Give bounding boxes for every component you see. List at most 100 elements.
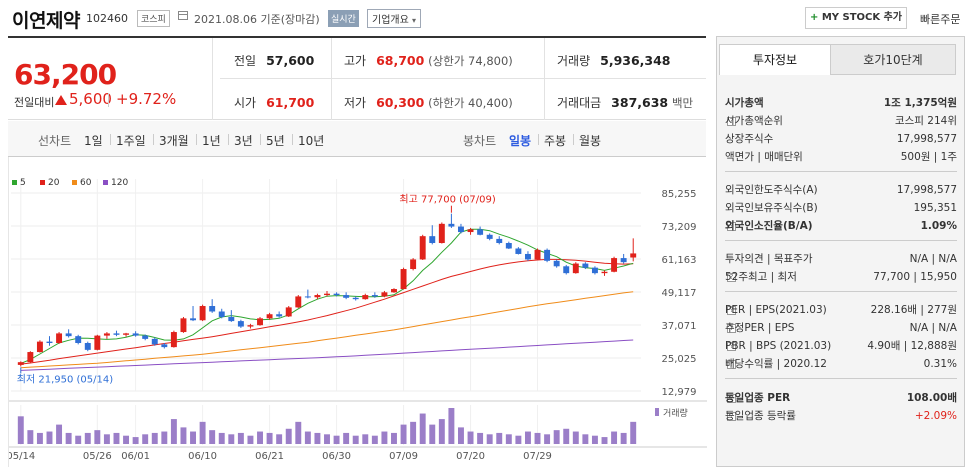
candle-body (505, 243, 512, 249)
invest-row-value: 77,700 | 15,950 (873, 271, 957, 283)
candle-body (132, 333, 139, 336)
help-icon[interactable]: ? (727, 272, 736, 282)
stock-name: 이연제약 (12, 10, 80, 32)
invest-row-value: 1조 1,375억원 (883, 97, 957, 109)
candle-body (611, 258, 618, 272)
candle-body (209, 306, 216, 312)
legend-swatch (40, 180, 45, 185)
stat-low: 저가 60,300 (하한가 40,400) (344, 95, 513, 110)
invest-row-label: 배당수익률 | 2020.12 (725, 358, 827, 370)
chevron-down-icon: ▾ (412, 16, 417, 25)
help-icon[interactable]: ? (727, 393, 736, 403)
candle-body (400, 269, 407, 290)
volume-bar (46, 431, 53, 444)
volume-bar (36, 432, 43, 444)
tab-period-1y[interactable]: 1년 (202, 134, 221, 148)
volume-bar (486, 434, 493, 444)
candle-body (515, 248, 522, 254)
invest-row-label: 시가총액순위 (725, 115, 783, 127)
help-icon[interactable]: ? (727, 305, 736, 315)
candle-body (36, 341, 43, 353)
candle-chart-label[interactable]: 봉차트 (463, 134, 497, 148)
candle-body (333, 293, 340, 296)
legend-swatch (72, 180, 77, 185)
x-tick-label: 05/14 (9, 451, 35, 462)
candle-body (343, 295, 350, 298)
help-icon[interactable]: ? (727, 221, 736, 231)
invest-row-value: 500원 | 1주 (900, 151, 957, 163)
candle-body (94, 335, 101, 350)
my-stock-add-button[interactable]: + MY STOCK 추가 (805, 7, 907, 29)
current-price: 63,200 (14, 58, 117, 91)
invest-row-value: 195,351 (913, 202, 957, 214)
tab-period-10y[interactable]: 10년 (298, 134, 325, 148)
candle-body (142, 335, 149, 339)
volume-bar (352, 435, 359, 444)
invest-row-value: 108.00배 (906, 392, 957, 404)
tab-period-5y[interactable]: 5년 (266, 134, 285, 148)
x-tick-label: 06/30 (322, 451, 351, 462)
candle-body (247, 325, 254, 327)
tab-period-1w[interactable]: 1주일 (116, 134, 146, 148)
candle-body (123, 333, 130, 335)
help-icon[interactable]: ? (727, 116, 736, 126)
my-stock-label: MY STOCK 추가 (821, 12, 903, 23)
invest-row: 시가총액순위? 코스피 214위 (725, 112, 957, 130)
invest-row-value: 0.31% (923, 358, 957, 370)
candle-body (113, 333, 120, 335)
volume-bar (505, 434, 512, 444)
ma20-line (20, 258, 634, 365)
y-tick-label: 37,071 (662, 321, 697, 332)
tab-order-book[interactable]: 호가10단계 (830, 44, 956, 75)
x-tick-label: 07/09 (389, 451, 418, 462)
candle-body (448, 223, 455, 227)
help-icon[interactable]: ? (727, 411, 736, 421)
volume-bar (419, 413, 426, 444)
y-tick-label: 61,163 (662, 255, 697, 266)
candle-body (477, 229, 484, 235)
invest-row: 외국인보유주식수(B) 195,351 (725, 199, 957, 217)
tab-invest-info[interactable]: 투자정보 (719, 44, 831, 75)
candle-body (630, 253, 637, 258)
invest-row-value: +2.09% (914, 410, 957, 422)
candle-body (496, 238, 503, 244)
stock-header: 이연제약 102460 코스피 2021.08.06 기준(장마감) 실시간 기… (0, 0, 978, 36)
candle-body (534, 249, 541, 260)
legend-swatch (12, 180, 17, 185)
help-icon[interactable]: ? (727, 359, 736, 369)
candle-body (75, 336, 82, 344)
volume-bar (477, 432, 484, 444)
volume-bar (534, 432, 541, 444)
volume-bar (304, 431, 311, 444)
divider (573, 134, 574, 145)
price-chart[interactable]: 85,255 73,209 61,163 49,117 37,071 25,025 12,9… (6, 157, 707, 467)
line-chart-label[interactable]: 선차트 (38, 134, 72, 148)
stock-code: 102460 (86, 12, 128, 25)
live-badge[interactable]: 실시간 (328, 10, 359, 27)
divider (220, 78, 706, 79)
y-tick-label: 49,117 (662, 288, 697, 299)
divider (212, 38, 213, 120)
price-chart-svg: 85,255 73,209 61,163 49,117 37,071 25,025 12,9… (6, 179, 707, 462)
tab-candle-week[interactable]: 주봉 (544, 134, 567, 148)
tab-candle-day[interactable]: 일봉 (509, 134, 532, 148)
quick-order-link[interactable]: 빠른주문 (920, 13, 961, 26)
candle-body (467, 229, 474, 233)
tab-candle-month[interactable]: 월봉 (579, 134, 602, 148)
candle-body (276, 314, 283, 317)
help-icon[interactable]: ? (727, 341, 736, 351)
company-info-dropdown[interactable]: 기업개요 ▾ (367, 9, 422, 28)
volume-bar (620, 432, 627, 444)
stat-volume: 거래량 5,936,348 (557, 53, 671, 68)
help-icon[interactable]: ? (727, 323, 736, 333)
x-tick-label: 06/01 (121, 451, 150, 462)
volume-bar (132, 437, 139, 444)
invest-row-label: 외국인소진율(B/A) (725, 220, 813, 232)
tab-period-3y[interactable]: 3년 (234, 134, 253, 148)
invest-row: 시가총액 1조 1,375억원 (725, 94, 957, 112)
invest-row-label: 동일업종 PER (725, 392, 791, 404)
tab-period-1d[interactable]: 1일 (84, 134, 103, 148)
up-arrow-icon (55, 95, 67, 105)
tab-period-3m[interactable]: 3개월 (159, 134, 189, 148)
